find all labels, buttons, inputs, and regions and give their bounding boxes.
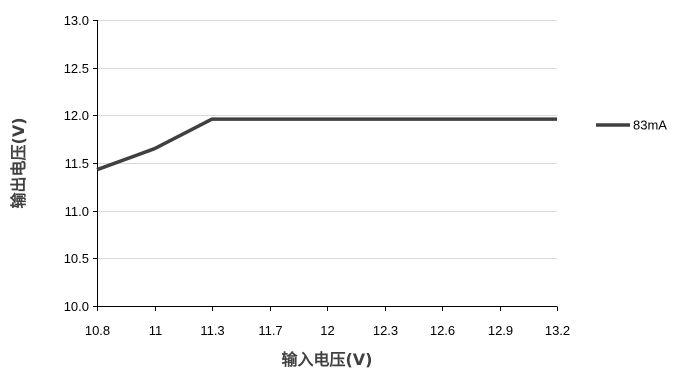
x-tick-label: 12.6 xyxy=(430,323,455,338)
x-tick-label: 10.8 xyxy=(85,323,110,338)
series-lines xyxy=(96,117,557,172)
y-tick-label: 11.5 xyxy=(65,156,89,171)
y-tick-labels: 10.0 10.5 11.0 11.5 12.0 12.5 13.0 xyxy=(64,13,89,314)
legend: 83mA xyxy=(596,118,667,133)
gridlines xyxy=(97,20,557,259)
x-tick-label: 13.2 xyxy=(545,323,570,338)
x-tick-label: 12.9 xyxy=(488,323,513,338)
y-tick-label: 10.5 xyxy=(64,251,89,266)
axes xyxy=(93,20,558,311)
legend-label: 83mA xyxy=(633,118,667,133)
y-axis-title: 输出电压(V) xyxy=(9,117,28,208)
x-tick-label: 12 xyxy=(320,323,334,338)
x-tick-label: 11 xyxy=(149,323,163,338)
x-tick-label: 11.7 xyxy=(258,323,282,338)
x-axis-title: 输入电压(V) xyxy=(281,350,372,369)
y-tick-label: 12.5 xyxy=(64,61,89,76)
y-tick-label: 12.0 xyxy=(64,108,89,123)
x-tick-label: 11.3 xyxy=(200,323,224,338)
x-tick-labels: 10.8 11 11.3 11.7 12 12.3 12.6 12.9 13.2 xyxy=(85,323,570,338)
series-line-0 xyxy=(96,117,557,172)
y-tick-label: 13.0 xyxy=(64,13,89,28)
y-tick-label: 10.0 xyxy=(64,299,89,314)
x-tick-label: 12.3 xyxy=(373,323,398,338)
y-tick-label: 11.0 xyxy=(65,204,89,219)
